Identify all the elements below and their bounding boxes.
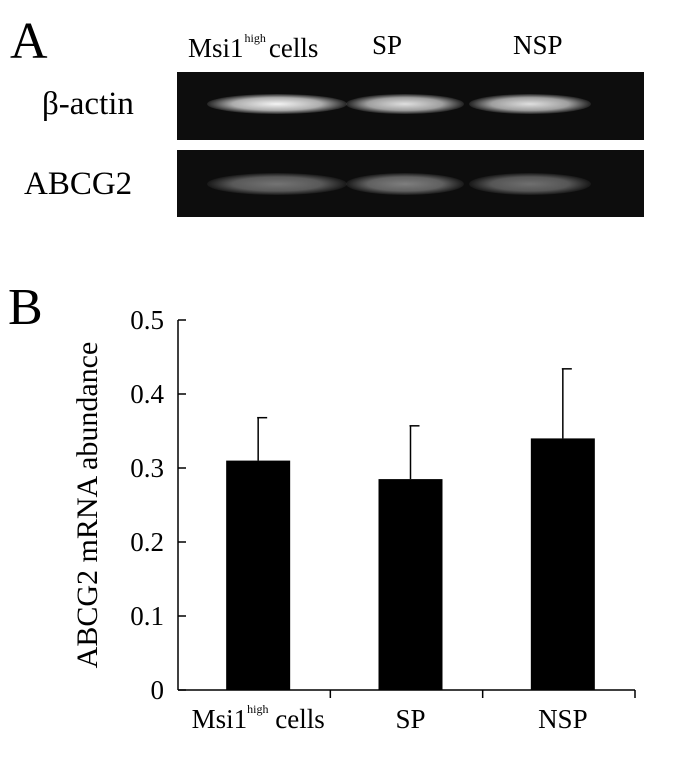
gel-band-abcg2 xyxy=(469,173,591,195)
y-tick-label: 0.3 xyxy=(130,453,164,483)
gel-lane-header-msi1: Msi1high cells xyxy=(188,32,318,62)
chart-ticks: 0 0.1 0.2 0.3 0.4 0.5 xyxy=(130,305,636,705)
gel-strip-actin xyxy=(177,72,644,140)
x-tick-label: Msi1high cells xyxy=(192,702,325,734)
gel-lane-header-nsp: NSP xyxy=(513,32,563,59)
panel-a-letter: A xyxy=(10,13,48,70)
chart-bars xyxy=(226,368,595,690)
gel-band-actin xyxy=(207,94,347,114)
gel-lane-header-sp: SP xyxy=(372,32,402,59)
y-tick-label: 0.1 xyxy=(130,601,164,631)
gel-band-actin xyxy=(469,94,591,114)
gel-row-label-abcg2: ABCG2 xyxy=(24,166,133,202)
gel-lane-superscript: high xyxy=(244,31,266,45)
gel-lane-suffix: cells xyxy=(268,33,319,63)
x-tick-label: NSP xyxy=(538,704,588,734)
bar xyxy=(530,438,595,690)
chart-x-labels: Msi1high cells SP NSP xyxy=(192,702,588,734)
gel-band-abcg2 xyxy=(346,173,464,195)
gel-lane-name: Msi1 xyxy=(188,33,244,63)
panel-b-letter: B xyxy=(8,279,43,336)
y-tick-label: 0.5 xyxy=(130,305,164,335)
y-tick-label: 0.2 xyxy=(130,527,164,557)
gel-row-label-actin: β-actin xyxy=(42,86,134,122)
y-axis-label: ABCG2 mRNA abundance xyxy=(71,342,104,669)
y-tick-label: 0.4 xyxy=(130,379,164,409)
gel-lane-name: NSP xyxy=(513,30,563,60)
x-tick-label: SP xyxy=(395,704,425,734)
gel-band-abcg2 xyxy=(207,173,347,195)
gel-strip-abcg2 xyxy=(177,150,644,217)
bar xyxy=(378,479,443,690)
y-tick-label: 0 xyxy=(151,675,165,705)
gel-band-actin xyxy=(346,94,464,114)
gel-lane-name: SP xyxy=(372,30,403,60)
bar xyxy=(226,460,291,690)
